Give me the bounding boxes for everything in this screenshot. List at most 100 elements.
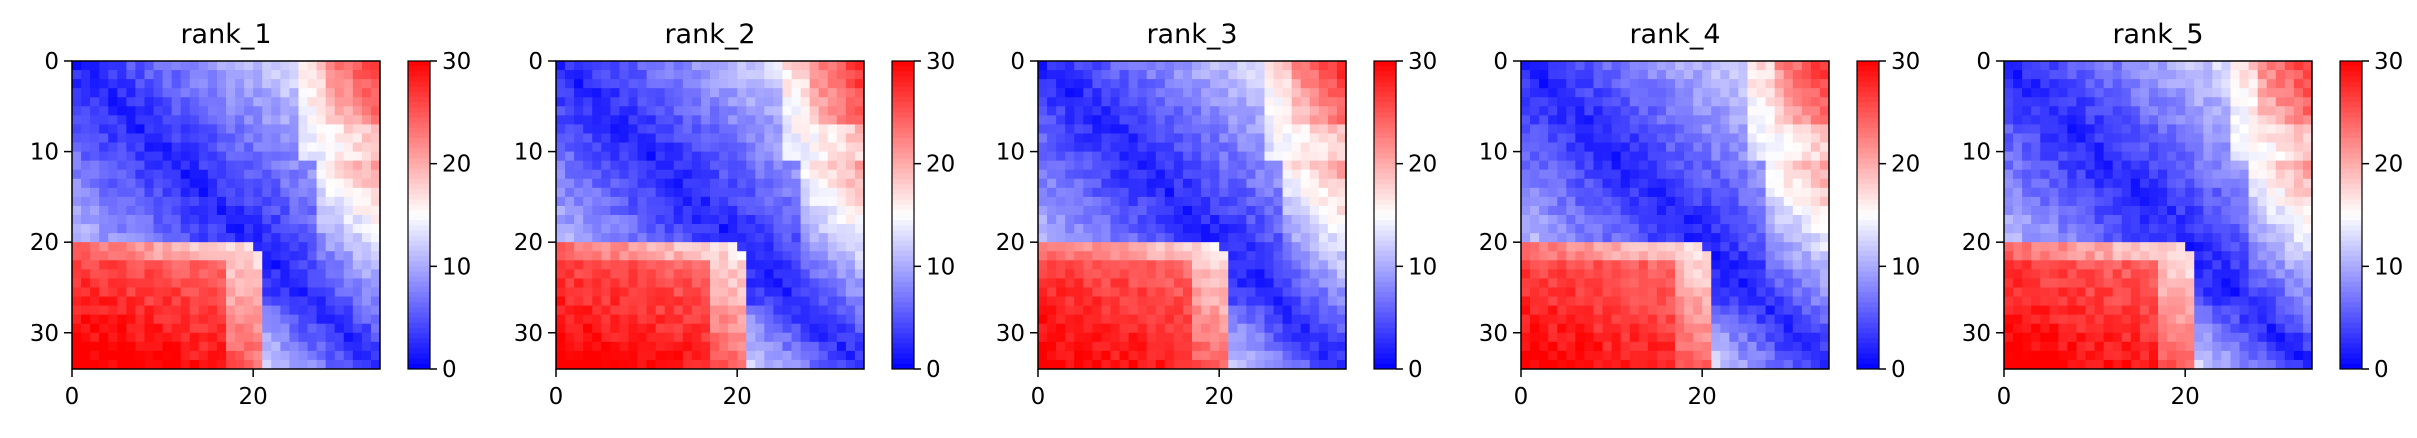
heatmap-cell <box>682 269 693 279</box>
heatmap-cell <box>1702 169 1712 180</box>
heatmap-cell <box>1318 97 1329 107</box>
heatmap-cell <box>1083 196 1093 207</box>
heatmap-cell <box>1210 359 1220 370</box>
heatmap-cell <box>574 260 584 270</box>
heatmap-cell <box>1228 178 1238 189</box>
heatmap-cell <box>1137 97 1148 107</box>
heatmap-cell <box>1611 242 1622 252</box>
heatmap-cell <box>773 269 783 279</box>
heatmap-cell <box>316 242 327 252</box>
heatmap-cell <box>1557 187 1567 198</box>
heatmap-cell <box>1566 269 1576 279</box>
heatmap-cell <box>1273 133 1283 143</box>
heatmap-cell <box>162 169 173 180</box>
heatmap-cell <box>1309 314 1320 325</box>
heatmap-cell <box>737 242 747 252</box>
heatmap-cell <box>673 106 684 116</box>
heatmap-cell <box>691 233 702 243</box>
heatmap-cell <box>1720 278 1730 288</box>
heatmap-cell <box>135 350 145 361</box>
heatmap-cell <box>710 133 720 143</box>
heatmap-cell <box>1738 115 1748 125</box>
heatmap-cell <box>1246 332 1256 343</box>
heatmap-cell <box>556 359 566 370</box>
heatmap-cell <box>773 205 783 216</box>
heatmap-cell <box>244 278 254 288</box>
heatmap-cell <box>162 70 173 80</box>
heatmap-cell <box>1083 278 1093 288</box>
heatmap-cell <box>1638 233 1649 243</box>
heatmap-cell <box>1675 196 1685 207</box>
heatmap-cell <box>1210 142 1220 152</box>
heatmap-cell <box>1228 88 1238 98</box>
heatmap-cell <box>673 224 684 234</box>
heatmap-cell <box>1128 332 1139 343</box>
heatmap-cell <box>253 178 263 189</box>
heatmap-cell <box>1756 323 1766 334</box>
heatmap-cell <box>1747 341 1757 352</box>
heatmap-cell <box>818 296 829 306</box>
heatmap-cell <box>126 106 136 116</box>
heatmap-cell <box>1566 79 1576 89</box>
heatmap-cell <box>646 269 657 279</box>
heatmap-cell <box>574 233 584 243</box>
heatmap-cell <box>1282 142 1293 152</box>
heatmap-cell <box>1656 115 1667 125</box>
heatmap-cell <box>1146 61 1157 71</box>
heatmap-cell <box>719 251 729 261</box>
heatmap-cell <box>1282 205 1293 216</box>
heatmap-cell <box>1318 350 1329 361</box>
heatmap-cell <box>1521 314 1531 325</box>
heatmap-cell <box>646 178 657 189</box>
heatmap-cell <box>1711 70 1721 80</box>
colorbar-segment <box>1857 276 1879 283</box>
heatmap-cell <box>1521 151 1531 162</box>
heatmap-cell <box>1684 224 1694 234</box>
heatmap-cell <box>1548 88 1558 98</box>
heatmap-cell <box>1647 341 1658 352</box>
heatmap-cell <box>307 169 317 180</box>
heatmap-cell <box>1318 323 1329 334</box>
heatmap-cell <box>1336 196 1347 207</box>
heatmap-cell <box>800 169 811 180</box>
heatmap-cell <box>1255 142 1265 152</box>
heatmap-cell <box>1521 169 1531 180</box>
heatmap-cell <box>1056 215 1066 225</box>
heatmap-cell <box>1629 70 1640 80</box>
heatmap-cell <box>574 251 584 261</box>
heatmap-cell <box>316 305 327 316</box>
heatmap-cell <box>1155 106 1166 116</box>
heatmap-cell <box>1092 70 1102 80</box>
heatmap-cell <box>271 133 281 143</box>
heatmap-cell <box>845 178 856 189</box>
heatmap-cell <box>1530 142 1540 152</box>
heatmap-cell <box>1074 359 1084 370</box>
heatmap-cell <box>574 359 584 370</box>
heatmap-cell <box>1210 160 1220 171</box>
heatmap-cell <box>1684 88 1694 98</box>
heatmap-cell <box>1675 187 1685 198</box>
heatmap-cell <box>307 215 317 225</box>
colorbar-segment <box>1374 256 1396 262</box>
heatmap-cell <box>719 124 729 134</box>
heatmap-cell <box>1192 133 1202 143</box>
heatmap-cell <box>253 124 263 134</box>
heatmap-cell <box>1521 224 1531 234</box>
heatmap-cell <box>1119 296 1129 306</box>
heatmap-cell <box>845 79 856 89</box>
heatmap-cell <box>619 70 629 80</box>
heatmap-cell <box>1056 205 1066 216</box>
heatmap-cell <box>1228 151 1238 162</box>
heatmap-cell <box>361 169 372 180</box>
heatmap-cell <box>719 205 729 216</box>
heatmap-cell <box>854 61 865 71</box>
heatmap-cell <box>72 142 82 152</box>
heatmap-cell <box>1309 196 1320 207</box>
heatmap-cell <box>728 215 738 225</box>
heatmap-cell <box>1756 341 1766 352</box>
colorbar-segment <box>1374 168 1396 175</box>
heatmap-cell <box>764 178 774 189</box>
heatmap-cell <box>1318 251 1329 261</box>
heatmap-cell <box>1738 233 1748 243</box>
heatmap-cell <box>334 350 345 361</box>
